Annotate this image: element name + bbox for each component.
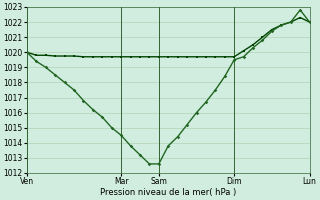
X-axis label: Pression niveau de la mer( hPa ): Pression niveau de la mer( hPa ) — [100, 188, 236, 197]
